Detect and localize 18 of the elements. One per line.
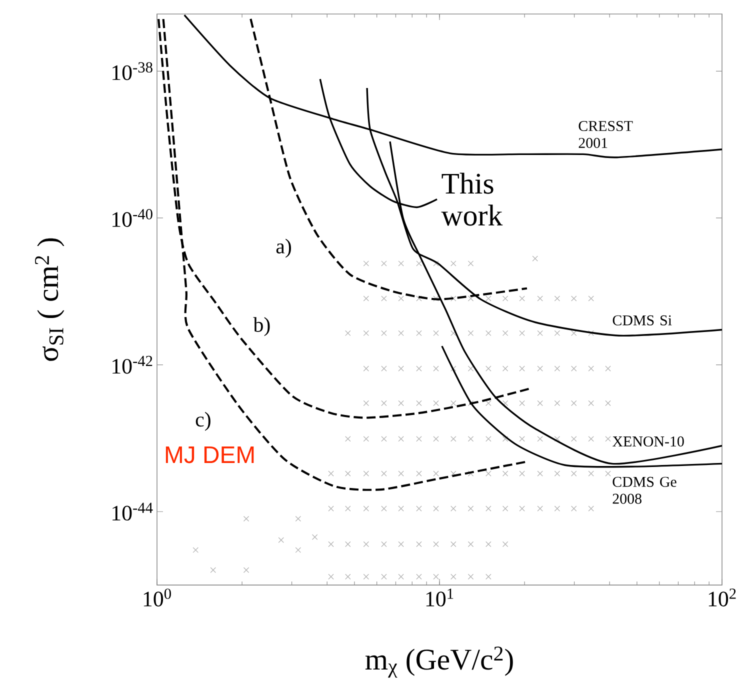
series-label: a) <box>276 238 291 258</box>
series-label: XENON-10 <box>612 436 684 446</box>
x-tick-label: 10$^{1}$ <box>426 588 454 606</box>
y-tick-label: 10$^{-40}$ <box>112 209 152 227</box>
annotation: MJ DEM <box>166 446 254 464</box>
series-label: CDMS Ge 2008 <box>612 476 676 504</box>
series-label: CDMS Si <box>612 315 672 326</box>
y-tick-label: 10$^{-44}$ <box>112 502 153 521</box>
y-tick-label: 10$^{-42}$ <box>112 356 152 374</box>
series-label: b) <box>253 317 270 336</box>
x-axis-title: m$_{χ}$ (GeV/c$^{2}$) <box>365 646 513 678</box>
series-label: CRESST 2001 <box>578 121 633 148</box>
series-label: c) <box>196 412 210 431</box>
x-tick-label: 10$^{2}$ <box>708 588 736 606</box>
y-tick-label: 10$^{-38}$ <box>112 62 152 80</box>
x-tick-label: 10$^{0}$ <box>144 588 171 606</box>
series-label: This work <box>441 172 503 226</box>
y-axis-title: σ$_{SI}$ ( cm$^{2}$ ) <box>35 238 64 361</box>
